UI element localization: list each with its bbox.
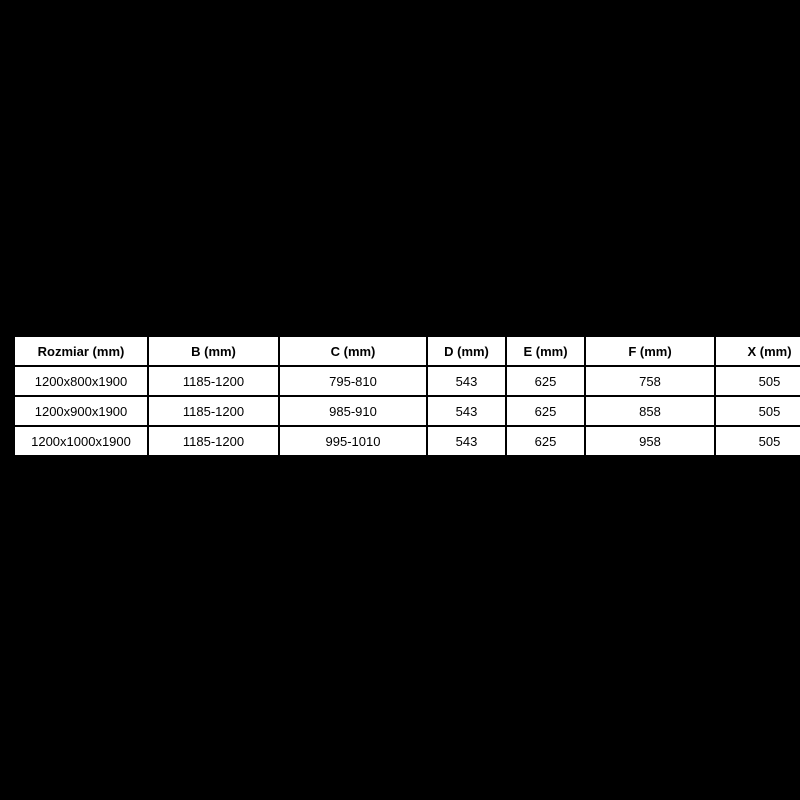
cell-d: 543 — [426, 425, 507, 457]
column-header-e: E (mm) — [505, 335, 586, 367]
cell-f: 758 — [584, 365, 716, 397]
header-row: Rozmiar (mm) B (mm) C (mm) D (mm) E (mm)… — [13, 335, 800, 367]
cell-x: 505 — [714, 425, 800, 457]
cell-c: 795-810 — [278, 365, 428, 397]
cell-f: 858 — [584, 395, 716, 427]
table-row: 1200x900x1900 1185-1200 985-910 543 625 … — [13, 395, 800, 427]
column-header-c: C (mm) — [278, 335, 428, 367]
column-header-f: F (mm) — [584, 335, 716, 367]
column-header-rozmiar: Rozmiar (mm) — [13, 335, 149, 367]
cell-b: 1185-1200 — [147, 395, 280, 427]
cell-c: 985-910 — [278, 395, 428, 427]
cell-d: 543 — [426, 395, 507, 427]
cell-d: 543 — [426, 365, 507, 397]
column-header-b: B (mm) — [147, 335, 280, 367]
cell-rozmiar: 1200x800x1900 — [13, 365, 149, 397]
cell-x: 505 — [714, 395, 800, 427]
cell-b: 1185-1200 — [147, 425, 280, 457]
dimensions-table: Rozmiar (mm) B (mm) C (mm) D (mm) E (mm)… — [13, 335, 800, 457]
table-row: 1200x800x1900 1185-1200 795-810 543 625 … — [13, 365, 800, 397]
column-header-x: X (mm) — [714, 335, 800, 367]
cell-f: 958 — [584, 425, 716, 457]
cell-rozmiar: 1200x900x1900 — [13, 395, 149, 427]
dimensions-table-header: Rozmiar (mm) B (mm) C (mm) D (mm) E (mm)… — [13, 335, 800, 367]
cell-rozmiar: 1200x1000x1900 — [13, 425, 149, 457]
dimensions-table-body: 1200x800x1900 1185-1200 795-810 543 625 … — [13, 365, 800, 457]
column-header-d: D (mm) — [426, 335, 507, 367]
table-row: 1200x1000x1900 1185-1200 995-1010 543 62… — [13, 425, 800, 457]
dimensions-table-container: Rozmiar (mm) B (mm) C (mm) D (mm) E (mm)… — [13, 335, 800, 457]
cell-c: 995-1010 — [278, 425, 428, 457]
cell-x: 505 — [714, 365, 800, 397]
cell-e: 625 — [505, 395, 586, 427]
cell-e: 625 — [505, 365, 586, 397]
cell-b: 1185-1200 — [147, 365, 280, 397]
cell-e: 625 — [505, 425, 586, 457]
